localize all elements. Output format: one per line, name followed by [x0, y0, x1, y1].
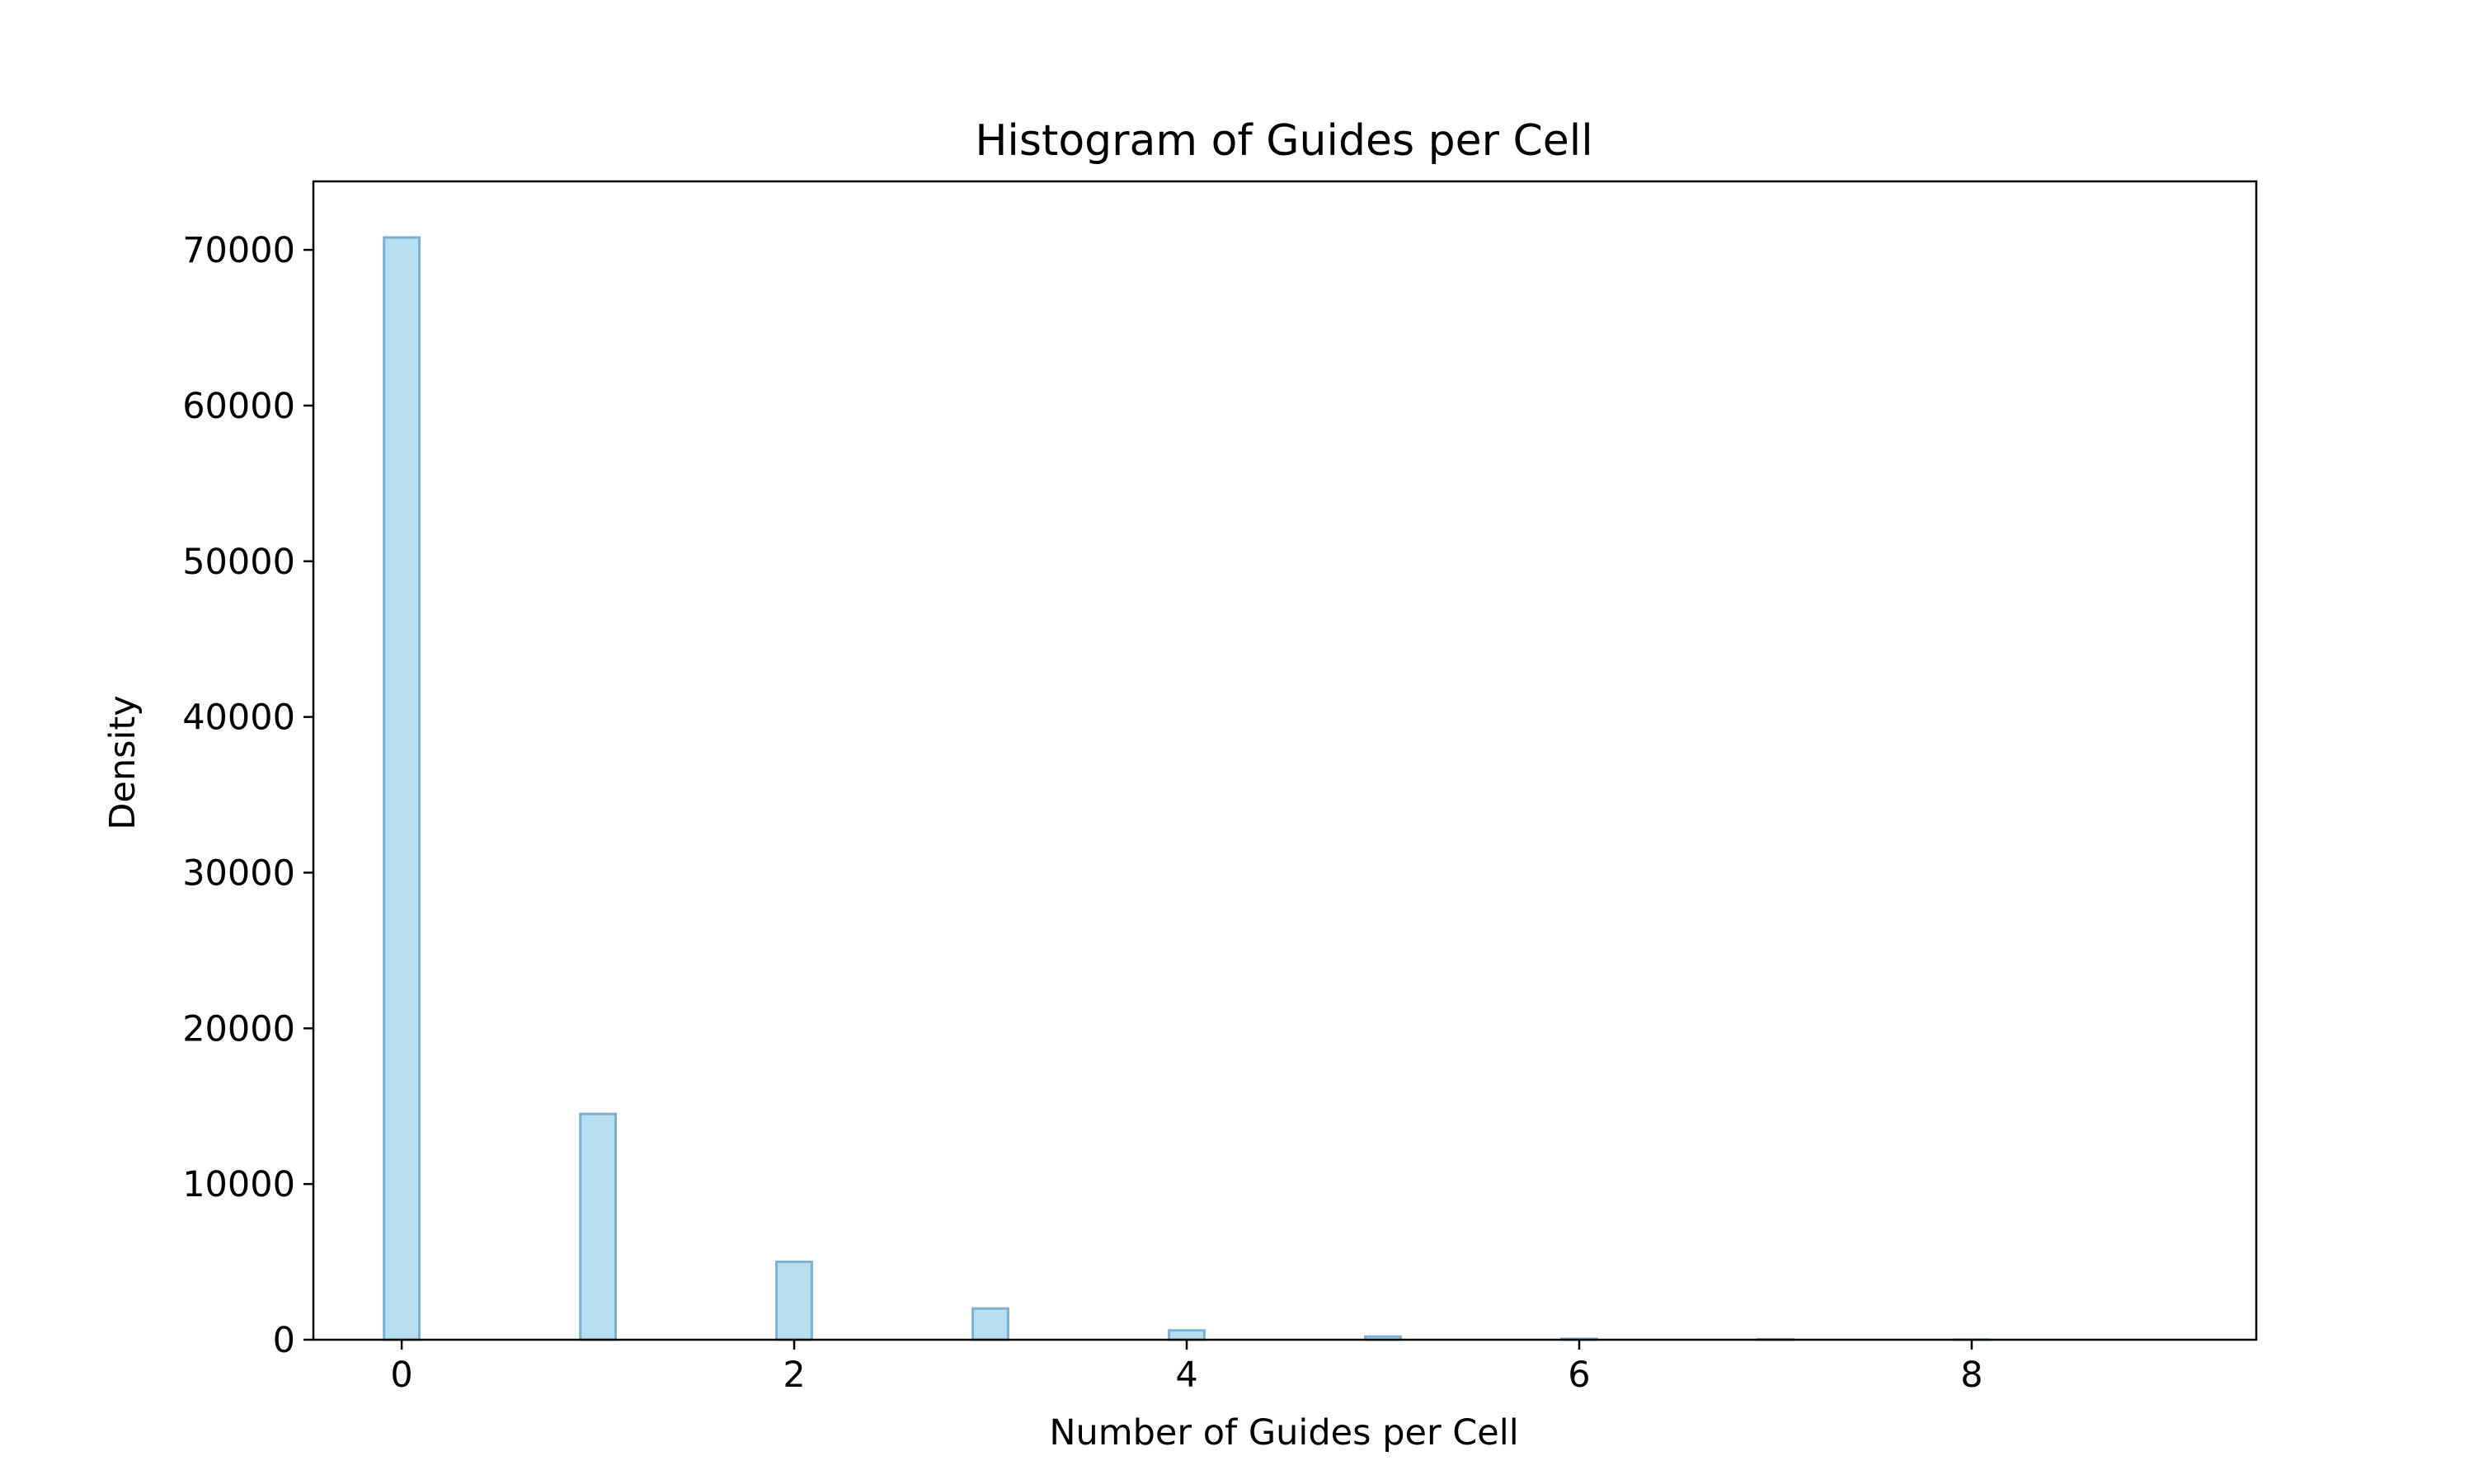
- bars-group: [383, 236, 1991, 1341]
- histogram-bar-4: [1168, 1329, 1206, 1341]
- x-tick-label: 2: [783, 1355, 805, 1396]
- histogram-bar-2: [775, 1261, 813, 1341]
- chart-title: Histogram of Guides per Cell: [975, 116, 1592, 166]
- y-tick-label: 10000: [182, 1164, 295, 1205]
- x-tick-label: 6: [1568, 1355, 1590, 1396]
- histogram-bar-3: [971, 1307, 1009, 1341]
- x-axis-label: Number of Guides per Cell: [1049, 1412, 1518, 1453]
- y-tick-label: 30000: [182, 852, 295, 894]
- x-tick-label: 0: [390, 1355, 412, 1396]
- y-tick-label: 40000: [182, 697, 295, 739]
- y-axis-label: Density: [102, 695, 143, 829]
- x-tick-label: 4: [1175, 1355, 1197, 1396]
- x-axis-ticks: 0 2 4 6 8: [390, 1340, 1983, 1396]
- y-tick-label: 20000: [182, 1008, 295, 1050]
- plot-area-frame: [312, 180, 2258, 1341]
- histogram-bar-0: [383, 236, 421, 1341]
- y-tick-label: 60000: [182, 386, 295, 427]
- x-tick-label: 8: [1960, 1355, 1982, 1396]
- y-tick-label: 50000: [182, 542, 295, 583]
- y-tick-label: 0: [273, 1320, 295, 1361]
- y-axis-ticks: 0 10000 20000 30000 40000 50000 60000 70000: [182, 230, 313, 1361]
- histogram-bar-1: [579, 1112, 618, 1341]
- y-tick-label: 70000: [182, 230, 295, 271]
